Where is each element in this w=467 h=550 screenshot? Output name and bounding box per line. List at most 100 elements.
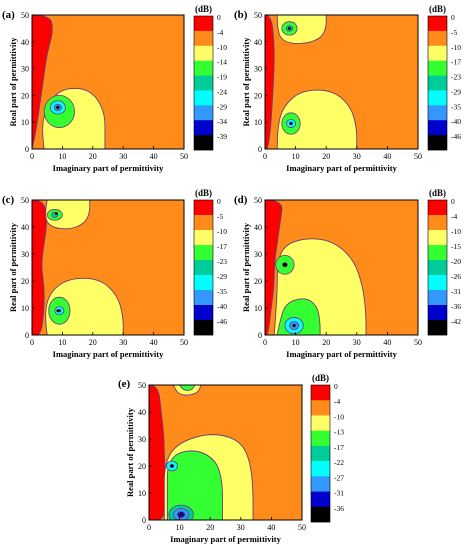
panel-label: (d) (234, 194, 248, 206)
colorbar-tick-label: -10 (334, 412, 344, 421)
colorbar-tick-label: -4 (334, 397, 340, 406)
y-tick-label: 40 (138, 408, 146, 417)
colorbar-tick-label: -46 (451, 132, 461, 141)
panel-label: (a) (2, 9, 15, 21)
colorbar-tick-label: -36 (334, 504, 344, 513)
colorbar-tick-label: -35 (217, 287, 227, 296)
colorbar-tick-label: -31 (334, 489, 344, 498)
colorbar-frame (193, 15, 214, 151)
colorbar-tick-label: -10 (451, 43, 461, 52)
x-axis-label: Imaginary part of permittivity (53, 349, 164, 359)
y-axis-label: Real part of permittivity (8, 37, 18, 127)
colorbar-tick-label: -5 (451, 28, 457, 37)
colorbar-swatch (428, 120, 447, 136)
colorbar-tick-label: -42 (451, 317, 461, 326)
panel-4: 0 10 20 30 40 50 0 10 20 30 40 50 Imaginary part of … (118, 373, 344, 544)
colorbar-swatch (311, 400, 330, 416)
y-tick-label: 0 (142, 516, 146, 525)
colorbar-tick-label: -29 (217, 272, 227, 281)
colorbar-swatch (428, 260, 447, 276)
colorbar-swatch (311, 476, 330, 492)
panel-label: (e) (118, 378, 131, 390)
colorbar-swatch (194, 320, 213, 336)
y-axis-label: Real part of permittivity (125, 407, 135, 497)
colorbar-swatch (428, 135, 447, 151)
x-tick-label: 50 (414, 152, 422, 161)
colorbar-tick-label: -4 (451, 212, 457, 221)
colorbar-swatch (311, 461, 330, 477)
colorbar-swatch (194, 16, 213, 32)
x-tick-label: 20 (322, 338, 330, 347)
y-tick-label: 50 (138, 381, 146, 390)
minimum-point (56, 309, 60, 313)
minimum-point (289, 122, 293, 125)
panel-3: 0 10 20 30 40 50 0 10 20 30 40 50 Imaginary part of … (234, 188, 461, 359)
y-tick-label: 20 (254, 91, 262, 100)
colorbar-title: (dB) (195, 188, 212, 198)
plot-frame (264, 199, 419, 336)
colorbar-tick-label: -39 (217, 132, 227, 141)
x-tick-label: 10 (292, 338, 300, 347)
x-tick-label: 30 (353, 152, 361, 161)
x-tick-label: 50 (180, 152, 188, 161)
x-tick-label: 40 (150, 338, 158, 347)
y-axis-label: Real part of permittivity (241, 37, 251, 127)
colorbar-swatch (428, 215, 447, 231)
colorbar-swatch (428, 60, 447, 76)
x-tick-label: 30 (353, 338, 361, 347)
colorbar-swatch (428, 320, 447, 336)
plot-frame (31, 14, 185, 150)
colorbar-swatch (428, 230, 447, 246)
y-tick-label: 50 (21, 11, 29, 20)
x-tick-label: 10 (58, 152, 66, 161)
y-tick-label: 20 (21, 91, 29, 100)
plot-frame (31, 199, 185, 336)
x-tick-label: 20 (206, 523, 214, 532)
x-tick-label: 40 (150, 152, 158, 161)
minimum-point (288, 27, 291, 30)
colorbar-tick-label: 0 (217, 197, 221, 206)
y-tick-label: 0 (258, 145, 262, 154)
y-tick-label: 40 (21, 38, 29, 47)
y-tick-label: 40 (254, 38, 262, 47)
panel-label: (b) (234, 9, 248, 21)
x-tick-label: 10 (176, 523, 184, 532)
panel-2: 0 10 20 30 40 50 0 10 20 30 40 50 Imaginary part of … (2, 188, 227, 359)
y-tick-label: 50 (254, 196, 262, 205)
x-tick-label: 50 (414, 338, 422, 347)
minimum-point (292, 324, 296, 327)
colorbar-swatch (428, 45, 447, 61)
colorbar-swatch (194, 290, 213, 306)
colorbar-swatch (194, 200, 213, 216)
minimum-point (54, 212, 58, 215)
colorbar-title: (dB) (429, 188, 446, 198)
colorbar-swatch (311, 506, 330, 523)
y-tick-label: 30 (254, 250, 262, 259)
colorbar-tick-label: 0 (217, 13, 221, 22)
colorbar-swatch (194, 60, 213, 76)
colorbar-tick-label: -22 (334, 458, 344, 467)
colorbar-swatch (428, 305, 447, 321)
colorbar-swatch (428, 290, 447, 306)
x-tick-label: 40 (267, 523, 275, 532)
x-tick-label: 0 (147, 523, 151, 532)
colorbar-swatch (311, 430, 330, 447)
y-tick-label: 0 (258, 331, 262, 340)
colorbar-tick-label: -10 (217, 227, 227, 236)
colorbar-swatch (428, 245, 447, 261)
y-tick-label: 20 (21, 277, 29, 286)
x-tick-label: 40 (383, 338, 391, 347)
y-tick-label: 10 (21, 304, 29, 313)
colorbar-swatch (428, 75, 447, 91)
colorbar-tick-label: 0 (334, 382, 338, 391)
x-tick-label: 0 (30, 338, 34, 347)
y-tick-label: 30 (254, 65, 262, 74)
y-tick-label: 10 (21, 118, 29, 127)
colorbar-tick-label: -13 (334, 428, 344, 437)
colorbar-swatch (194, 75, 213, 91)
colorbar-swatch (311, 445, 330, 462)
y-tick-label: 30 (21, 65, 29, 74)
colorbar-tick-label: -36 (451, 302, 461, 311)
x-tick-label: 20 (89, 152, 97, 161)
